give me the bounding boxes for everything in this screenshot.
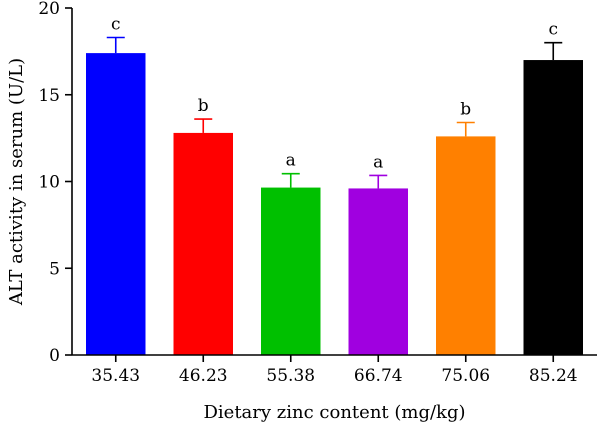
x-tick-label: 35.43 xyxy=(91,366,140,386)
bar xyxy=(261,187,321,355)
bar xyxy=(523,60,583,356)
y-tick-label: 5 xyxy=(49,259,60,279)
significance-label: a xyxy=(286,151,296,171)
significance-label: b xyxy=(460,100,471,120)
y-axis-title: ALT activity in serum (U/L) xyxy=(6,58,27,306)
y-tick-label: 20 xyxy=(38,0,60,19)
y-ticks-layer: 0 5 10 15 20 xyxy=(38,0,72,366)
y-tick-label: 10 xyxy=(38,173,60,193)
significance-label: c xyxy=(111,14,121,34)
error-bars-layer xyxy=(106,36,563,189)
significance-label: c xyxy=(548,20,558,40)
bar xyxy=(436,136,496,355)
x-axis-title: Dietary zinc content (mg/kg) xyxy=(203,402,465,423)
y-tick-label: 0 xyxy=(49,346,60,366)
y-tick-label: 15 xyxy=(38,86,60,106)
significance-labels-layer: c b a a b c xyxy=(111,14,558,172)
x-tick-label: 55.38 xyxy=(266,366,315,386)
bar xyxy=(173,132,233,355)
bar xyxy=(348,188,408,355)
significance-label: a xyxy=(373,152,383,172)
bars-layer xyxy=(86,53,583,356)
x-tick-label: 66.74 xyxy=(354,366,403,386)
significance-label: b xyxy=(198,96,209,116)
x-tick-label: 75.06 xyxy=(441,366,490,386)
x-ticks-layer: 35.43 46.23 55.38 66.74 75.06 85.24 xyxy=(91,355,578,386)
bar xyxy=(86,53,146,356)
x-tick-label: 85.24 xyxy=(529,366,578,386)
x-tick-label: 46.23 xyxy=(179,366,228,386)
